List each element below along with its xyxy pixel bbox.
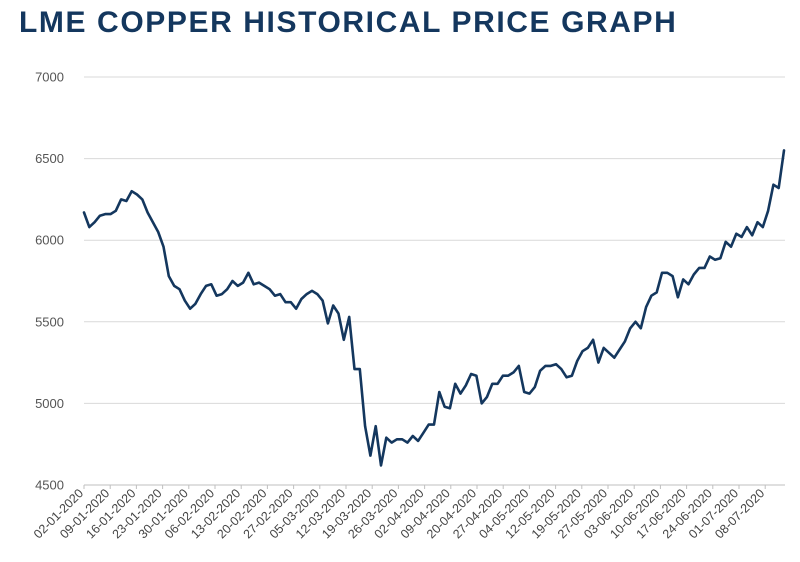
series-line <box>82 149 786 467</box>
y-axis-ticks: 4500 5000 5500 6000 6500 7000 <box>35 70 64 493</box>
y-tick-label: 5000 <box>35 396 64 411</box>
y-tick-label: 6500 <box>35 151 64 166</box>
y-tick-label: 6000 <box>35 233 64 248</box>
y-tick-label: 4500 <box>35 478 64 493</box>
chart-title: LME COPPER HISTORICAL PRICE GRAPH <box>19 6 678 39</box>
x-axis-ticks: 02-01-202009-01-202016-01-202023-01-2020… <box>31 485 767 541</box>
y-tick-label: 5500 <box>35 314 64 329</box>
y-tick-label: 7000 <box>35 70 64 85</box>
grid-lines <box>84 76 785 404</box>
series-layer <box>82 149 786 467</box>
